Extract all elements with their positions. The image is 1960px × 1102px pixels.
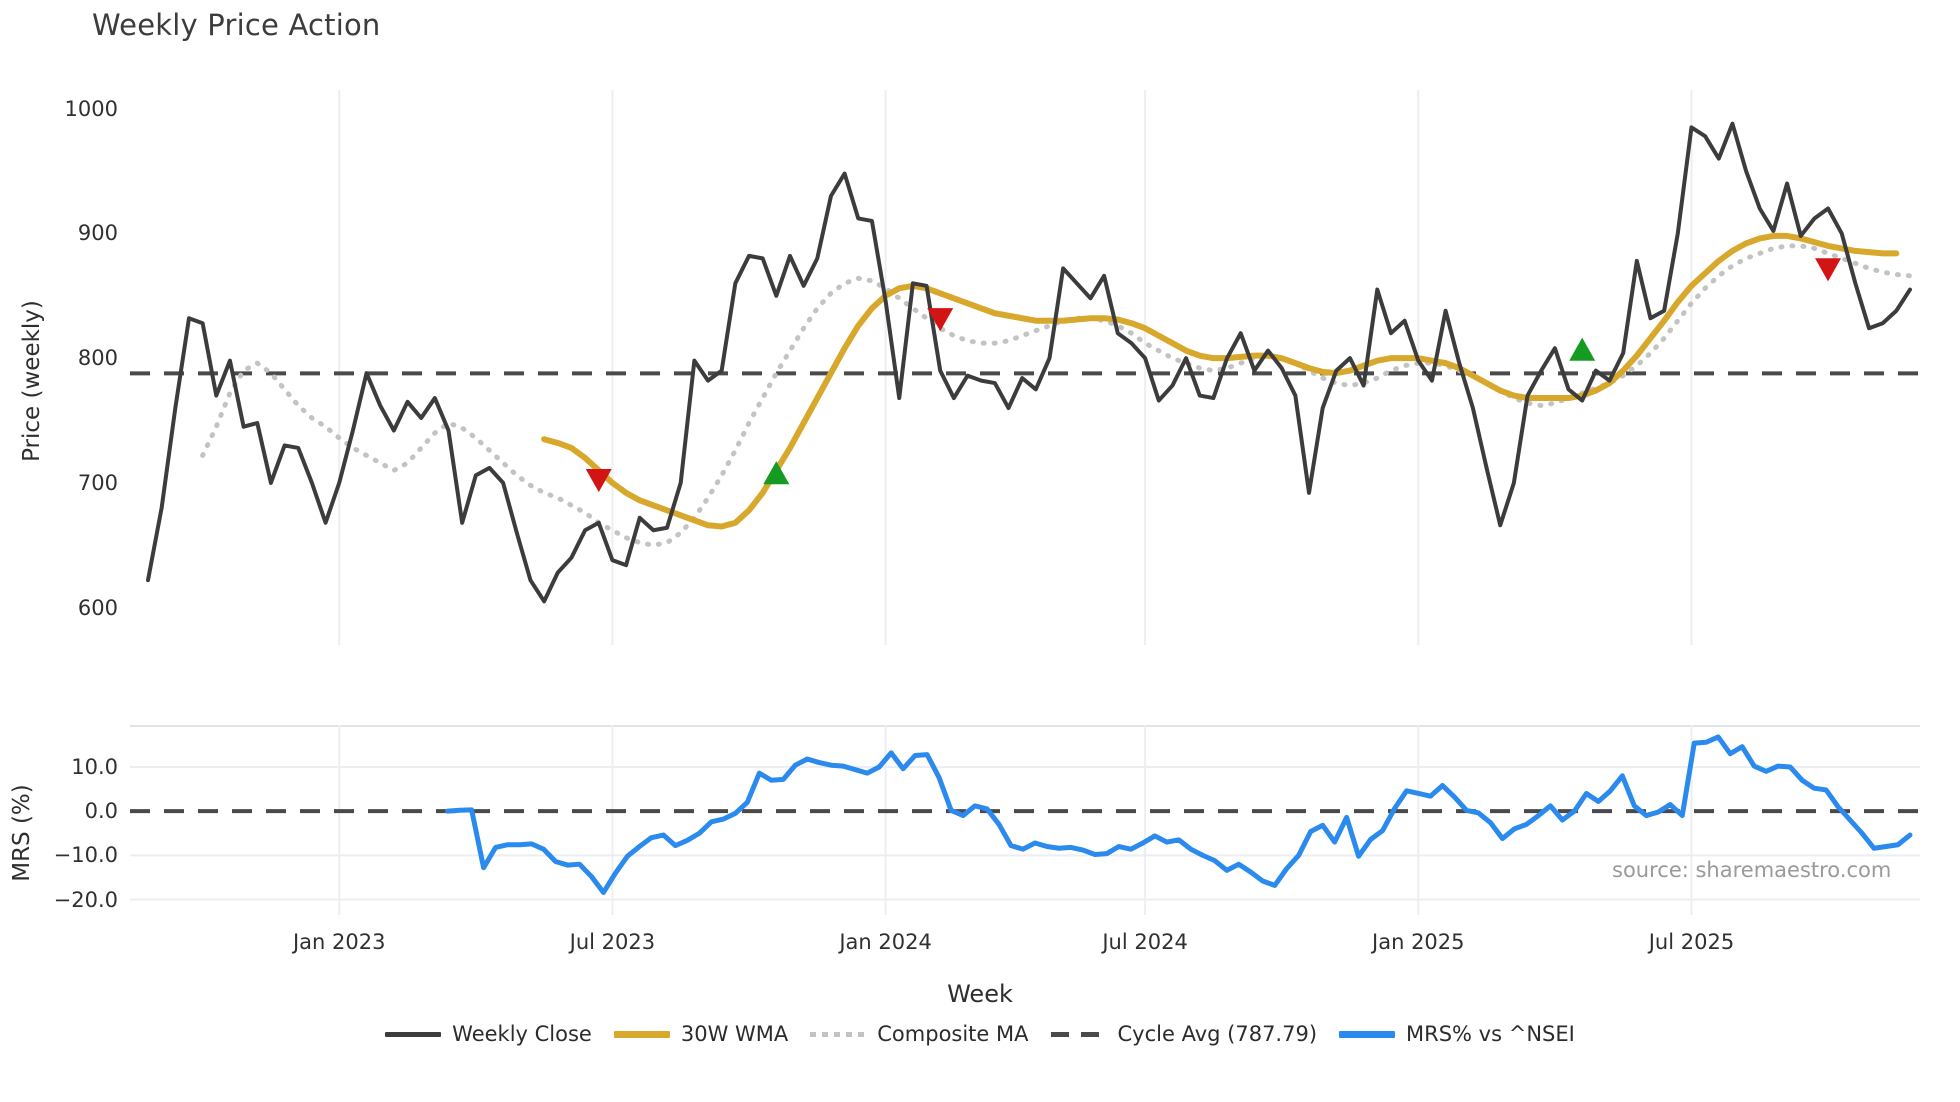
mrs-y-axis-label: MRS (%) <box>9 784 35 882</box>
mrs-plot-area <box>130 725 1920 915</box>
x-axis-label: Week <box>947 980 1013 1008</box>
legend-label-3: Cycle Avg (787.79) <box>1117 1022 1318 1046</box>
legend-label-2: Composite MA <box>877 1022 1029 1046</box>
legend-swatch-3 <box>1050 1031 1107 1037</box>
sell-marker-0[interactable] <box>585 468 612 493</box>
legend-item-1[interactable]: 30W WMA <box>613 1022 789 1046</box>
x-axis-tick: Jan 2025 <box>1372 930 1465 954</box>
legend-swatch-0 <box>385 1031 442 1037</box>
legend-item-0[interactable]: Weekly Close <box>385 1022 592 1046</box>
mrs-line <box>445 734 1913 895</box>
legend-swatch-2 <box>810 1031 867 1037</box>
legend-swatch-4 <box>1339 1030 1396 1038</box>
price-y-tick: 600 <box>77 595 118 620</box>
buy-marker-1[interactable] <box>763 461 790 485</box>
mrs-y-tick: 0.0 <box>84 799 118 824</box>
x-axis-tick: Jul 2025 <box>1648 930 1735 954</box>
chart-legend: Weekly Close 30W WMA Composite MA Cycle Avg… <box>0 1022 1960 1046</box>
x-axis-tick: Jan 2024 <box>839 930 932 954</box>
price-plot-area <box>130 90 1920 645</box>
legend-item-3[interactable]: Cycle Avg (787.79) <box>1050 1022 1318 1046</box>
price-y-axis-ticks: 1000 900 800 700 600 <box>0 90 118 645</box>
legend-label-1: 30W WMA <box>680 1022 789 1046</box>
legend-swatch-1 <box>613 1030 670 1038</box>
price-y-tick: 900 <box>77 221 118 246</box>
x-axis-tick: Jul 2024 <box>1102 930 1188 954</box>
mrs-y-tick: −10.0 <box>53 843 118 868</box>
x-axis-tick: Jan 2023 <box>292 930 386 954</box>
legend-label-4: MRS% vs ^NSEI <box>1406 1022 1575 1046</box>
chart-title: Weekly Price Action <box>92 8 381 42</box>
mrs-y-tick: 10.0 <box>71 754 118 779</box>
x-axis-tick: Jul 2023 <box>569 930 656 954</box>
price-y-tick: 800 <box>77 346 118 371</box>
price-y-tick: 700 <box>77 470 118 495</box>
legend-item-2[interactable]: Composite MA <box>810 1022 1029 1046</box>
buy-marker-3[interactable] <box>1569 337 1596 361</box>
sell-marker-2[interactable] <box>927 308 954 332</box>
weekly-close-line <box>146 121 1912 604</box>
price-chart-svg <box>130 90 1920 645</box>
mrs-chart-svg <box>130 725 1920 915</box>
price-y-tick: 1000 <box>64 96 118 121</box>
source-note: source: sharemaestro.com <box>1612 858 1892 882</box>
mrs-y-axis-ticks: 10.0 0.0 −10.0 −20.0 <box>0 725 118 915</box>
legend-item-4[interactable]: MRS% vs ^NSEI <box>1339 1022 1575 1046</box>
sell-marker-4[interactable] <box>1815 258 1842 282</box>
mrs-y-tick: −20.0 <box>53 887 118 912</box>
legend-label-0: Weekly Close <box>452 1022 592 1046</box>
price-y-axis-label: Price (weekly) <box>19 300 45 462</box>
